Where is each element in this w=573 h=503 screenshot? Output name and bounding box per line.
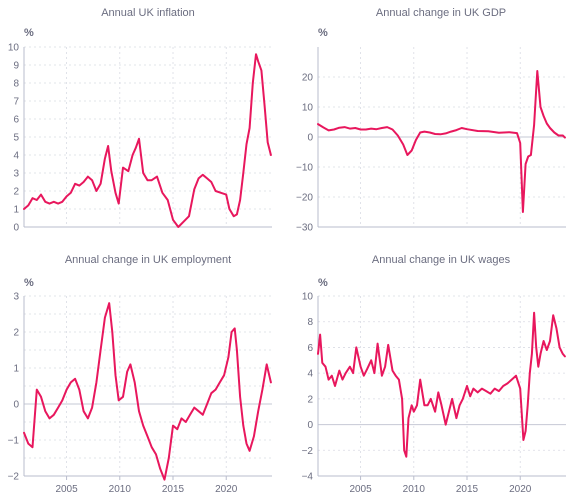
chart-panel-4: Annual change in UK wages% −4 −2 0 2 4 6 8 10 200… (302, 254, 566, 495)
chart-panel-1: Annual UK inflation% 0 1 2 3 4 5 6 7 8 9 10 (8, 7, 272, 234)
y-tick-label: 10 (8, 43, 20, 54)
y-tick-label: 1 (13, 364, 19, 375)
y-tick-label: 6 (13, 115, 19, 126)
series-line (23, 302, 272, 481)
y-tick-label: −10 (296, 163, 313, 174)
y-tick-label: −4 (302, 472, 314, 483)
y-tick-label: 5 (13, 133, 19, 144)
series-line (23, 53, 272, 228)
x-tick-label: 2010 (109, 484, 132, 495)
chart-panel-2: Annual change in UK GDP% −30 −20 −10 0 10 20 (296, 7, 566, 234)
y-tick-label: 0 (307, 420, 313, 431)
y-tick-label: 6 (307, 343, 313, 354)
y-tick-label: 10 (302, 103, 314, 114)
y-tick-label: 0 (307, 133, 313, 144)
chart-title: Annual change in UK wages (372, 254, 511, 266)
y-tick-label: 3 (13, 292, 19, 303)
y-tick-label: −1 (8, 436, 20, 447)
y-tick-label: 0 (13, 400, 19, 411)
series-line (317, 311, 566, 458)
x-tick-label: 2010 (403, 484, 426, 495)
y-tick-label: −30 (296, 223, 313, 234)
unit-label: % (318, 27, 328, 39)
y-tick-label: −2 (8, 472, 20, 483)
x-tick-label: 2005 (55, 484, 78, 495)
y-tick-label: 10 (302, 292, 314, 303)
unit-label: % (318, 277, 328, 289)
y-tick-label: 2 (13, 187, 19, 198)
chart-title: Annual change in UK GDP (376, 7, 506, 19)
x-tick-label: 2015 (162, 484, 185, 495)
y-tick-label: 4 (13, 151, 19, 162)
y-tick-label: 2 (307, 394, 313, 405)
chart-title: Annual change in UK employment (65, 254, 231, 266)
chart-title: Annual UK inflation (101, 7, 195, 19)
y-tick-label: 7 (13, 97, 19, 108)
unit-label: % (24, 27, 34, 39)
series-line (317, 70, 566, 213)
x-tick-label: 2005 (349, 484, 372, 495)
y-tick-label: 0 (13, 223, 19, 234)
unit-label: % (24, 277, 34, 289)
x-tick-label: 2020 (215, 484, 238, 495)
y-tick-label: 2 (13, 328, 19, 339)
y-tick-label: 9 (13, 61, 19, 72)
y-tick-label: 8 (13, 79, 19, 90)
y-tick-label: 3 (13, 169, 19, 180)
y-tick-label: 8 (307, 317, 313, 328)
chart-panel-3: Annual change in UK employment% −2 −1 0 1 2 3 2… (8, 254, 272, 495)
y-tick-label: 1 (13, 205, 19, 216)
y-tick-label: −20 (296, 193, 313, 204)
y-tick-label: 20 (302, 73, 314, 84)
x-tick-label: 2020 (509, 484, 532, 495)
y-tick-label: 4 (307, 369, 313, 380)
y-tick-label: −2 (302, 446, 314, 457)
x-tick-label: 2015 (456, 484, 479, 495)
